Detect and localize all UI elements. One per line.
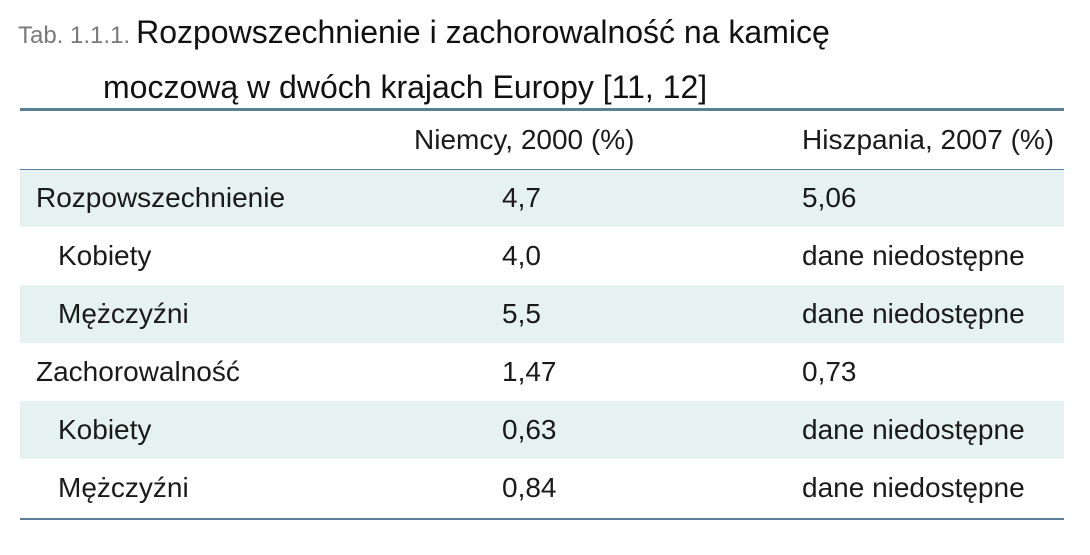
value-niemcy: 5,5: [414, 285, 757, 343]
value-niemcy: 4,0: [502, 240, 541, 271]
table-header-row: Niemcy, 2000 (%) Hiszpania, 2007 (%): [20, 111, 1064, 169]
table-row: Kobiety 4,0 dane niedostępne: [20, 227, 1064, 285]
table-header-rule: [20, 169, 1064, 170]
row-label: Mężczyźni: [58, 472, 189, 503]
header-hiszpania: Hiszpania, 2007 (%): [802, 124, 1055, 155]
table-row: Kobiety 0,63 dane niedostępne: [20, 401, 1064, 459]
value-hiszpania: dane niedostępne: [802, 240, 1025, 271]
row-label: Rozpowszechnienie: [20, 169, 414, 227]
row-label: Mężczyźni: [20, 285, 414, 343]
value-hiszpania: 0,73: [802, 356, 857, 387]
value-niemcy: 4,7: [414, 169, 757, 227]
value-hiszpania: dane niedostępne: [802, 472, 1025, 503]
prevalence-table: Niemcy, 2000 (%) Hiszpania, 2007 (%) Roz…: [20, 111, 1064, 517]
table-caption: Tab. 1.1.1. Rozpowszechnienie i zachorowa…: [18, 8, 1078, 111]
table-row: Mężczyźni 5,5 dane niedostępne: [20, 285, 1064, 343]
table-title-line1: Rozpowszechnienie i zachorowalność na ka…: [136, 14, 830, 50]
value-hiszpania: dane niedostępne: [757, 401, 1064, 459]
value-niemcy: 0,63: [414, 401, 757, 459]
row-label: Zachorowalność: [36, 356, 240, 387]
value-niemcy: 1,47: [502, 356, 557, 387]
header-empty: [20, 111, 414, 169]
header-niemcy: Niemcy, 2000 (%): [414, 124, 635, 155]
table-top-rule: [20, 108, 1064, 111]
table-number-label: Tab. 1.1.1.: [18, 22, 131, 49]
value-hiszpania: 5,06: [757, 169, 1064, 227]
value-niemcy: 0,84: [502, 472, 557, 503]
value-hiszpania: dane niedostępne: [757, 285, 1064, 343]
row-label: Kobiety: [20, 401, 414, 459]
table-row: Zachorowalność 1,47 0,73: [20, 343, 1064, 401]
row-label: Kobiety: [58, 240, 152, 271]
table-bottom-rule: [20, 518, 1064, 520]
table-row: Mężczyźni 0,84 dane niedostępne: [20, 459, 1064, 517]
table-title-line2: moczową w dwóch krajach Europy [11, 12]: [103, 69, 708, 105]
table-row: Rozpowszechnienie 4,7 5,06: [20, 169, 1064, 227]
